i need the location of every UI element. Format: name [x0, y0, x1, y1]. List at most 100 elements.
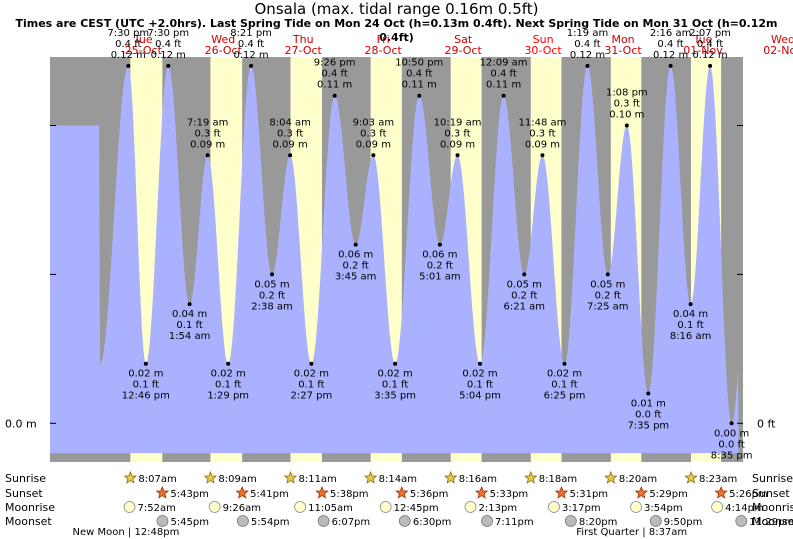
tide-time-label: 1:29 pm — [207, 391, 249, 402]
moonset-time: 5:54pm — [251, 517, 290, 528]
tide-m-label: 0.12 m — [151, 50, 186, 61]
tide-ft-label: 0.1 ft — [467, 380, 493, 391]
moonrise-time: 4:14pm — [725, 503, 764, 514]
sunset-time: 5:43pm — [170, 489, 209, 500]
tide-time-label: 10:50 pm — [395, 58, 443, 69]
moonset-time: 8:20pm — [579, 517, 618, 528]
tide-time-label: 2:27 pm — [291, 391, 333, 402]
moonset-icon — [481, 515, 493, 527]
sunrise-icon — [283, 470, 298, 484]
chart-title: Onsala (max. tidal range 0.16m 0.5ft) — [254, 0, 539, 18]
row-label-left: Sunrise — [5, 472, 46, 485]
tide-m-label: 0.02 m — [547, 369, 582, 380]
row-label-left: Moonrise — [5, 501, 55, 514]
tide-point — [353, 242, 358, 247]
tide-m-label: 0.06 m — [338, 250, 373, 261]
tide-ft-label: 0.4 ft — [406, 69, 432, 80]
tide-ft-label: 0.4 ft — [238, 39, 264, 50]
tide-point — [205, 153, 210, 158]
tide-m-label: 0.06 m — [422, 250, 457, 261]
day-name: Wed — [211, 33, 235, 46]
tide-point — [143, 361, 148, 366]
tide-ft-label: 0.4 ft — [697, 39, 723, 50]
day-date: 01-Nov — [683, 44, 723, 57]
tide-m-label: 0.12 m — [233, 50, 268, 61]
moonrise-icon — [548, 501, 560, 513]
row-label-right: Sunset — [752, 487, 790, 500]
tide-point — [332, 93, 337, 98]
sunrise-icon — [123, 470, 138, 484]
tide-point — [455, 153, 460, 158]
sunset-time: 5:41pm — [250, 489, 289, 500]
day-name: Wed — [771, 33, 793, 46]
sunset-icon — [634, 485, 649, 499]
tide-ft-label: 0.4 ft — [321, 69, 347, 80]
tide-point — [478, 361, 483, 366]
tide-ft-label: 0.3 ft — [529, 128, 555, 139]
tide-m-label: 0.09 m — [356, 139, 391, 150]
day-date: 28-Oct — [365, 44, 403, 57]
tide-time-label: 8:21 pm — [230, 28, 272, 39]
y-axis-label-left: 0.0 m — [5, 417, 37, 430]
tide-point — [269, 272, 274, 277]
tide-m-label: 0.12 m — [570, 50, 605, 61]
sunset-icon — [395, 485, 409, 499]
moonset-time: 7:11pm — [495, 517, 534, 528]
moonrise-icon — [630, 501, 642, 513]
moonset-time: 6:30pm — [413, 517, 452, 528]
moon-phase-label: New Moon | 12:48pm — [73, 527, 180, 538]
tide-ft-label: 0.1 ft — [176, 320, 202, 331]
tide-ft-label: 0.3 ft — [444, 128, 470, 139]
tide-m-label: 0.05 m — [507, 279, 542, 290]
moonrise-time: 9:26am — [223, 503, 261, 514]
sunrise-time: 8:20am — [619, 474, 657, 485]
tide-time-label: 5:01 am — [419, 272, 461, 283]
tide-time-label: 7:30 pm — [147, 28, 189, 39]
sunrise-time: 8:09am — [218, 474, 256, 485]
tide-ft-label: 0.2 ft — [511, 290, 537, 301]
tide-point — [126, 63, 131, 68]
sunset-icon — [315, 485, 329, 499]
day-date: 25-Oct — [125, 44, 163, 57]
row-label-right: Moonset — [752, 515, 793, 528]
moonrise-icon — [711, 501, 724, 513]
day-name: Sun — [533, 33, 554, 46]
tide-point — [708, 63, 713, 68]
tide-time-label: 3:35 pm — [374, 391, 416, 402]
tide-point — [417, 93, 422, 98]
tide-point — [688, 302, 693, 307]
day-date: 31-Oct — [604, 44, 642, 57]
tide-ft-label: 0.2 ft — [427, 261, 453, 272]
tide-time-label: 6:25 pm — [544, 391, 586, 402]
sunset-icon — [714, 485, 728, 499]
sunset-time: 5:26pm — [729, 489, 768, 500]
tide-ft-label: 0.1 ft — [677, 320, 703, 331]
moonrise-time: 3:17pm — [562, 503, 601, 514]
moonset-icon — [649, 515, 662, 527]
tide-m-label: 0.05 m — [254, 279, 289, 290]
sunrise-time: 8:14am — [379, 474, 417, 485]
tide-m-label: 0.12 m — [111, 50, 146, 61]
moonrise-icon — [294, 501, 307, 513]
tide-ft-label: 0.4 ft — [155, 39, 181, 50]
moonset-icon — [156, 515, 169, 527]
tide-ft-label: 0.0 ft — [635, 410, 661, 421]
moonset-icon — [398, 515, 411, 527]
tide-m-label: 0.09 m — [273, 139, 308, 150]
sunset-icon — [235, 485, 249, 499]
tide-m-label: 0.10 m — [609, 109, 644, 120]
tide-ft-label: 0.2 ft — [595, 290, 621, 301]
moonrise-icon — [464, 501, 477, 513]
moonset-time: 6:07pm — [332, 517, 371, 528]
moonrise-time: 3:54pm — [644, 503, 683, 514]
tide-ft-label: 0.1 ft — [133, 380, 159, 391]
tide-time-label: 2:07 pm — [689, 28, 731, 39]
tide-m-label: 0.04 m — [673, 309, 708, 320]
moonset-time: 5:45pm — [170, 517, 209, 528]
sunrise-icon — [524, 470, 538, 484]
tide-ft-label: 0.4 ft — [490, 69, 516, 80]
sunrise-icon — [684, 470, 698, 484]
tide-m-label: 0.04 m — [172, 309, 207, 320]
sunrise-time: 8:23am — [699, 474, 737, 485]
tide-point — [309, 361, 314, 366]
